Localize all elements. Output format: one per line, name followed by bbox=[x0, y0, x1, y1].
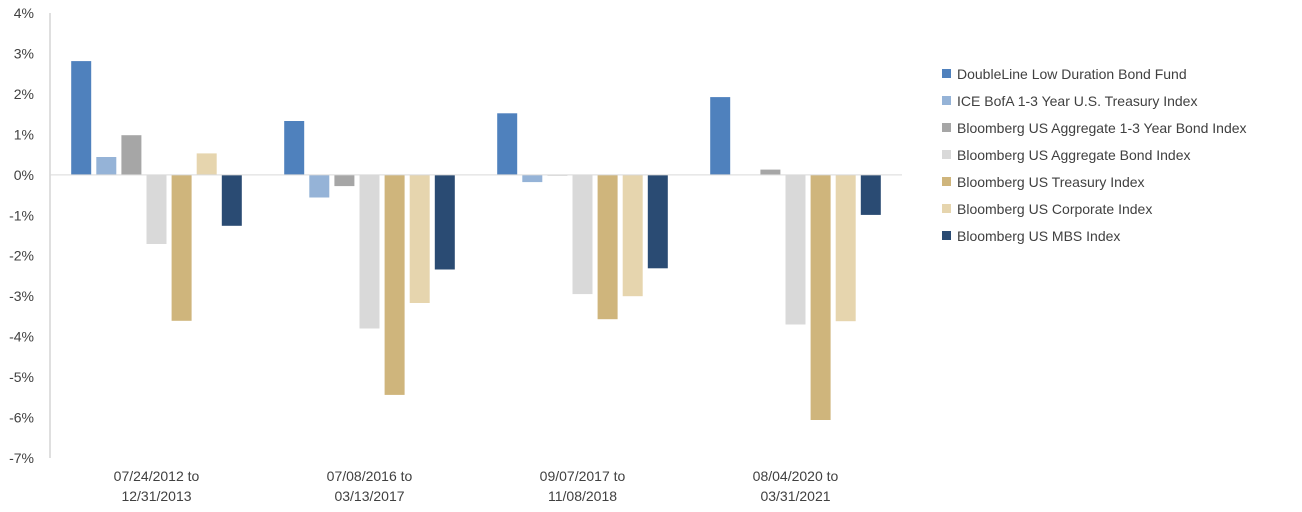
y-tick-label: 4% bbox=[14, 5, 34, 21]
bar bbox=[221, 174, 242, 226]
legend-swatch bbox=[942, 96, 951, 105]
legend-label: Bloomberg US MBS Index bbox=[957, 227, 1121, 244]
bar bbox=[497, 113, 518, 175]
y-tick-label: 1% bbox=[14, 126, 34, 142]
legend-swatch bbox=[942, 69, 951, 78]
legend-label: ICE BofA 1-3 Year U.S. Treasury Index bbox=[957, 92, 1198, 109]
bar bbox=[760, 169, 781, 175]
bar bbox=[622, 174, 643, 297]
bar bbox=[810, 174, 831, 420]
bar bbox=[434, 174, 455, 270]
bar bbox=[647, 174, 668, 269]
bar bbox=[146, 174, 167, 244]
bar bbox=[71, 61, 92, 175]
bars-group bbox=[71, 61, 881, 420]
bar bbox=[572, 174, 593, 295]
bar bbox=[284, 121, 305, 175]
bar bbox=[334, 174, 355, 187]
x-category-label: 07/24/2012 to bbox=[114, 468, 200, 484]
bar bbox=[171, 174, 192, 321]
legend-item: DoubleLine Low Duration Bond Fund bbox=[942, 60, 1247, 87]
legend-item: Bloomberg US Treasury Index bbox=[942, 168, 1247, 195]
legend: DoubleLine Low Duration Bond Fund ICE Bof… bbox=[942, 60, 1247, 249]
bar bbox=[597, 174, 618, 320]
bar bbox=[196, 153, 217, 175]
bar bbox=[785, 174, 806, 325]
legend-item: Bloomberg US MBS Index bbox=[942, 222, 1247, 249]
legend-item: Bloomberg US Aggregate Bond Index bbox=[942, 141, 1247, 168]
y-tick-label: 2% bbox=[14, 86, 34, 102]
bar bbox=[121, 135, 142, 175]
legend-swatch bbox=[942, 177, 951, 186]
y-tick-label: 3% bbox=[14, 45, 34, 61]
x-category-label: 12/31/2013 bbox=[121, 488, 191, 504]
x-category-label: 11/08/2018 bbox=[548, 488, 617, 504]
y-tick-label: -7% bbox=[9, 450, 34, 466]
legend-label: DoubleLine Low Duration Bond Fund bbox=[957, 65, 1187, 82]
bar bbox=[522, 174, 543, 183]
x-category-label: 08/04/2020 to bbox=[753, 468, 839, 484]
x-category-label: 09/07/2017 to bbox=[540, 468, 626, 484]
x-category-label: 03/13/2017 bbox=[334, 488, 404, 504]
y-axis-tick-labels: 4% 3% 2% 1% 0% -1% -2% -3% -4% -5% -6% -7% bbox=[9, 5, 34, 466]
bar bbox=[835, 174, 856, 322]
legend-swatch bbox=[942, 123, 951, 132]
legend-label: Bloomberg US Aggregate 1-3 Year Bond Ind… bbox=[957, 119, 1247, 136]
legend-item: Bloomberg US Aggregate 1-3 Year Bond Ind… bbox=[942, 114, 1247, 141]
x-category-label: 07/08/2016 to bbox=[327, 468, 413, 484]
legend-item: Bloomberg US Corporate Index bbox=[942, 195, 1247, 222]
bar bbox=[860, 174, 881, 215]
y-tick-label: -2% bbox=[9, 248, 34, 264]
bar bbox=[710, 97, 731, 175]
legend-swatch bbox=[942, 150, 951, 159]
legend-swatch bbox=[942, 204, 951, 213]
x-category-label: 03/31/2021 bbox=[760, 488, 830, 504]
y-tick-label: -3% bbox=[9, 288, 34, 304]
bar bbox=[96, 157, 117, 175]
bar bbox=[384, 174, 405, 395]
bar bbox=[409, 174, 430, 303]
y-tick-label: -6% bbox=[9, 410, 34, 426]
y-tick-label: -5% bbox=[9, 369, 34, 385]
legend-label: Bloomberg US Treasury Index bbox=[957, 173, 1145, 190]
legend-label: Bloomberg US Corporate Index bbox=[957, 200, 1153, 217]
y-tick-label: -4% bbox=[9, 329, 34, 345]
legend-label: Bloomberg US Aggregate Bond Index bbox=[957, 146, 1191, 163]
bar bbox=[359, 174, 380, 329]
y-tick-label: 0% bbox=[14, 167, 34, 183]
legend-item: ICE BofA 1-3 Year U.S. Treasury Index bbox=[942, 87, 1247, 114]
bar bbox=[309, 174, 330, 198]
x-axis-category-labels: 07/24/2012 to 12/31/2013 07/08/2016 to 03/1… bbox=[114, 468, 839, 504]
y-tick-label: -1% bbox=[9, 207, 34, 223]
legend-swatch bbox=[942, 231, 951, 240]
